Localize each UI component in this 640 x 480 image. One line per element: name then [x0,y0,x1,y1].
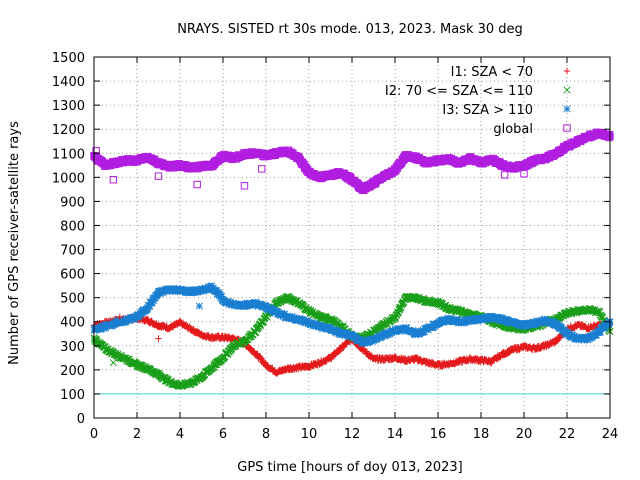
x-tick-label: 0 [90,427,98,442]
legend-marker-i1 [563,67,571,75]
legend-label-i2: I2: 70 <= SZA <= 110 [385,84,533,99]
legend-label-global: global [493,122,533,137]
y-tick-label: 100 [60,388,85,403]
x-tick-label: 22 [559,427,576,442]
data-point-i2 [594,307,602,315]
outlier-point-global [154,172,163,180]
x-tick-label: 4 [176,427,184,442]
y-tick-label: 1400 [52,75,85,90]
y-tick-label: 800 [60,219,85,234]
y-tick-label: 1500 [52,51,85,66]
series-i3 [90,282,614,347]
y-tick-label: 1000 [52,171,85,186]
y-tick-label: 0 [77,412,85,427]
y-tick-label: 1100 [52,147,85,162]
data-points [90,128,614,391]
y-axis-label: Number of GPS receiver-satellite rays [7,121,22,365]
legend-markers [563,67,571,132]
y-tick-label: 1300 [52,99,85,114]
legend: I1: SZA < 70 I2: 70 <= SZA <= 110 I3: SZ… [385,65,571,137]
outlier-point-global [500,171,509,179]
x-tick-label: 12 [344,427,361,442]
outlier-point-global [240,182,249,190]
data-point-i3 [596,328,604,336]
data-point-i2 [396,305,404,313]
outlier-point-i1 [155,335,162,342]
x-tick-label: 6 [219,427,227,442]
series-global [90,128,614,195]
outlier-point-global [520,170,528,178]
y-tick-label: 400 [60,316,85,331]
legend-label-i3: I3: SZA > 110 [442,103,533,118]
outlier-point-global [109,176,118,184]
grid [94,57,610,418]
x-tick-label: 10 [301,427,318,442]
y-tick-label: 300 [60,340,85,355]
y-tick-label: 900 [60,195,85,210]
x-tick-label: 24 [602,427,619,442]
x-tick-label: 18 [473,427,490,442]
data-point-i2 [400,298,408,306]
y-tick-label: 700 [60,244,85,259]
outlier-point-global [258,165,266,173]
outlier-points [92,147,528,367]
outlier-point-global [92,147,100,155]
y-tick-label: 500 [60,292,85,307]
y-tick-label: 1200 [52,123,85,138]
legend-label-i1: I1: SZA < 70 [451,65,533,80]
outlier-point-global [193,180,201,189]
chart-title: NRAYS. SISTED rt 30s mode. 013, 2023. Ma… [177,22,523,37]
axis-ticks: 0 2 4 6 8 10 12 14 16 18 20 22 240100200300400500600… [52,51,618,442]
x-tick-label: 16 [430,427,447,442]
x-tick-label: 8 [262,427,270,442]
x-tick-label: 2 [133,427,141,442]
y-tick-label: 200 [60,364,85,379]
x-tick-label: 20 [516,427,533,442]
x-tick-label: 14 [387,427,404,442]
y-tick-label: 600 [60,268,85,283]
legend-marker-global [563,124,571,132]
legend-marker-i2 [563,86,571,94]
x-axis-label: GPS time [hours of doy 013, 2023] [237,460,462,475]
legend-marker-i3 [563,105,571,113]
outlier-point-i1 [116,313,123,321]
outlier-point-i3 [195,302,203,310]
outlier-point-i2 [109,359,117,367]
